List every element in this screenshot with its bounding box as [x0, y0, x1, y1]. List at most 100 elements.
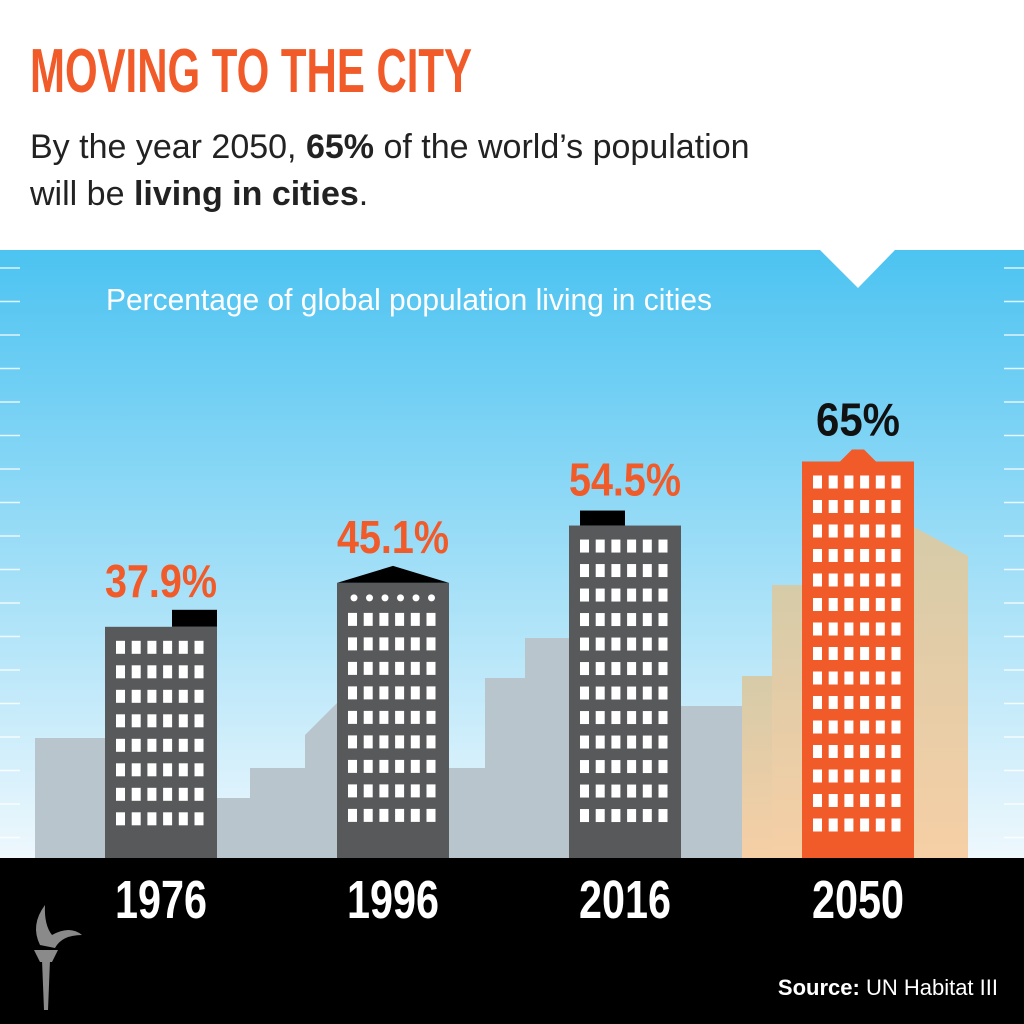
window: [627, 735, 637, 749]
window: [642, 539, 652, 553]
window: [178, 665, 188, 679]
window: [627, 564, 637, 578]
window: [379, 710, 389, 724]
window: [844, 622, 854, 636]
window: [595, 735, 605, 749]
roof: [172, 609, 217, 627]
window: [194, 812, 204, 826]
window: [381, 594, 389, 602]
window: [147, 812, 157, 826]
window: [163, 763, 173, 777]
x-tick-label: 1996: [347, 870, 439, 930]
window: [891, 794, 901, 807]
window: [828, 794, 838, 807]
window: [844, 475, 854, 489]
window: [194, 763, 204, 777]
window: [363, 759, 373, 773]
window: [627, 539, 637, 553]
window: [397, 594, 404, 602]
window: [194, 738, 204, 752]
window: [891, 818, 901, 832]
window: [131, 640, 141, 654]
window: [410, 637, 420, 651]
window: [844, 573, 854, 587]
window: [379, 661, 389, 675]
window: [379, 612, 389, 626]
window: [891, 549, 901, 562]
window: [828, 818, 838, 832]
window: [891, 475, 901, 489]
window: [116, 738, 125, 752]
window: [426, 759, 436, 773]
window: [595, 564, 605, 578]
window: [642, 686, 652, 700]
window: [580, 760, 589, 774]
window: [410, 784, 420, 798]
window: [163, 640, 173, 654]
window: [131, 689, 141, 703]
window: [163, 689, 173, 703]
window: [580, 735, 589, 749]
window: [348, 735, 357, 749]
window: [875, 671, 885, 685]
logo: [34, 905, 82, 1010]
window: [658, 662, 668, 676]
window: [860, 549, 870, 562]
window: [131, 787, 141, 801]
window: [860, 573, 870, 587]
window: [875, 622, 885, 636]
window: [642, 564, 652, 578]
window: [658, 784, 668, 798]
window: [828, 769, 838, 783]
window: [642, 613, 652, 627]
window: [428, 594, 435, 602]
window: [891, 500, 901, 513]
window: [813, 500, 822, 513]
window: [611, 539, 621, 553]
window: [410, 735, 420, 749]
window: [580, 686, 589, 700]
window: [611, 735, 621, 749]
window: [379, 735, 389, 749]
window: [658, 760, 668, 774]
window: [147, 763, 157, 777]
window: [178, 787, 188, 801]
window: [395, 661, 405, 675]
window: [611, 662, 621, 676]
window: [813, 745, 822, 758]
window: [395, 735, 405, 749]
window: [891, 720, 901, 734]
window: [828, 622, 838, 636]
window: [860, 647, 870, 660]
window: [410, 612, 420, 626]
window: [163, 714, 173, 728]
window: [844, 647, 854, 660]
window: [379, 759, 389, 773]
window: [595, 613, 605, 627]
window: [875, 794, 885, 807]
window: [412, 594, 420, 602]
windows: [813, 475, 901, 832]
window: [627, 686, 637, 700]
value-label: 37.9%: [105, 555, 217, 607]
window: [178, 738, 188, 752]
window: [658, 809, 668, 823]
window: [194, 689, 204, 703]
subtitle-text: will be: [29, 175, 134, 213]
window: [611, 784, 621, 798]
window: [627, 662, 637, 676]
window: [642, 809, 652, 823]
window: [813, 549, 822, 562]
window: [813, 622, 822, 636]
value-label: 45.1%: [337, 511, 449, 563]
roof: [580, 510, 625, 526]
window: [860, 745, 870, 758]
window: [658, 564, 668, 578]
x-tick-label: 2016: [579, 870, 671, 930]
window: [627, 613, 637, 627]
window: [178, 689, 188, 703]
window: [178, 714, 188, 728]
window: [350, 594, 358, 602]
window: [363, 637, 373, 651]
